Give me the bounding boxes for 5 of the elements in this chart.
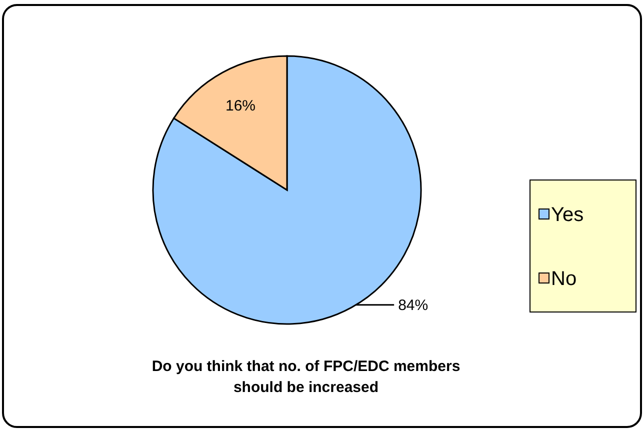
text: Do you think that no. of FPC/EDC members should be increased xyxy=(152,358,460,396)
data-label: 84% xyxy=(398,296,428,314)
legend-label: Yes xyxy=(551,204,584,226)
legend-label: No xyxy=(551,268,577,290)
data-label: 16% xyxy=(226,97,256,114)
